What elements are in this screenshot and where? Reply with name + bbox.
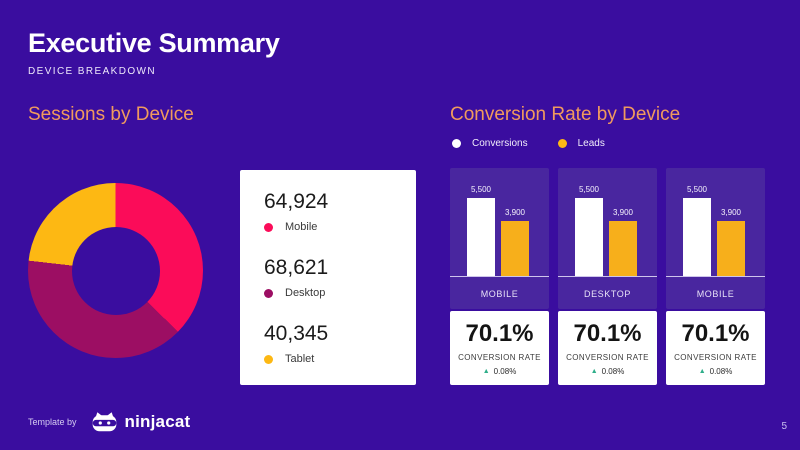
conversion-rate-value: 70.1% — [573, 320, 642, 347]
device-label: DESKTOP — [583, 289, 632, 299]
conversion-card-chart: 5,500 3,900 MOBILE — [450, 168, 549, 309]
bar-value-label: 5,500 — [470, 185, 492, 194]
stat-value: 64,924 — [264, 190, 329, 213]
conversion-rate-label: CONVERSION RATE — [566, 353, 649, 362]
brand-name: ninjacat — [124, 412, 191, 431]
conversions-bar — [467, 198, 495, 276]
delta-value: 0.08% — [493, 367, 517, 376]
legend-block-tablet: 40,345 Tablet — [264, 322, 392, 365]
stat-label: Desktop — [285, 287, 326, 299]
bar-value-label: 3,900 — [612, 208, 634, 217]
mobile-dot-icon — [264, 222, 273, 232]
page-title: Executive Summary — [28, 28, 280, 58]
device-label: MOBILE — [480, 289, 519, 299]
leads-bar — [717, 221, 745, 276]
conversion-card-chart: 5,500 3,900 DESKTOP — [558, 168, 657, 309]
footer: Template by ninjacat — [28, 411, 190, 433]
ninjacat-icon — [92, 412, 116, 432]
page-number: 5 — [781, 421, 787, 432]
leads-bar — [609, 221, 637, 276]
conversion-card-chart: 5,500 3,900 MOBILE — [666, 168, 765, 309]
desktop-dot-icon — [264, 288, 273, 298]
conversion-legend: Conversions Leads — [452, 138, 605, 149]
conversion-cards: 5,500 3,900 MOBILE 70.1% CONVERSION RATE… — [450, 168, 765, 385]
delta-up-icon: ▲ — [482, 368, 490, 375]
sessions-donut-chart — [28, 183, 203, 358]
conversion-card-mobile-2: 5,500 3,900 MOBILE 70.1% CONVERSION RATE… — [666, 168, 765, 385]
axis-baseline — [450, 276, 549, 277]
bar-value-label: 3,900 — [720, 208, 742, 217]
conversion-stat-panel: 70.1% CONVERSION RATE ▲ 0.08% — [666, 311, 765, 385]
bar-value-label: 3,900 — [504, 208, 526, 217]
stat-label: Tablet — [285, 353, 315, 365]
conversion-rate-value: 70.1% — [681, 320, 750, 347]
bar-value-label: 5,500 — [686, 185, 708, 194]
header: Executive Summary DEVICE BREAKDOWN — [28, 28, 280, 77]
legend-item-conversions: Conversions — [452, 138, 528, 149]
donut-hole — [71, 226, 160, 315]
delta-value: 0.08% — [709, 367, 733, 376]
delta-value: 0.08% — [601, 367, 625, 376]
conversions-bar — [683, 198, 711, 276]
conversions-bar — [575, 198, 603, 276]
legend-item-leads: Leads — [557, 138, 605, 149]
conversion-card-mobile-1: 5,500 3,900 MOBILE 70.1% CONVERSION RATE… — [450, 168, 549, 385]
brand-logo: ninjacat — [91, 411, 191, 433]
conversion-rate-value: 70.1% — [465, 320, 534, 347]
axis-baseline — [558, 276, 657, 277]
leads-dot-icon — [557, 139, 567, 148]
leads-bar — [501, 221, 529, 276]
template-by-label: Template by — [28, 417, 77, 427]
conversion-card-desktop: 5,500 3,900 DESKTOP 70.1% CONVERSION RAT… — [558, 168, 657, 385]
legend-block-mobile: 64,924 Mobile — [264, 190, 392, 233]
conversion-heading: Conversion Rate by Device — [450, 104, 681, 125]
sessions-legend-card: 64,924 Mobile 68,621 Desktop 40,345 Tabl… — [240, 170, 416, 385]
stat-value: 68,621 — [264, 256, 329, 279]
delta-up-icon: ▲ — [590, 368, 598, 375]
axis-baseline — [666, 276, 765, 277]
page-subtitle: DEVICE BREAKDOWN — [28, 66, 156, 77]
bar-value-label: 5,500 — [578, 185, 600, 194]
legend-block-desktop: 68,621 Desktop — [264, 256, 392, 299]
legend-label: Leads — [577, 138, 605, 149]
conversion-rate-label: CONVERSION RATE — [674, 353, 757, 362]
tablet-dot-icon — [264, 354, 273, 364]
conversion-rate-label: CONVERSION RATE — [458, 353, 541, 362]
sessions-heading: Sessions by Device — [28, 104, 194, 125]
conversions-dot-icon — [452, 139, 461, 148]
legend-label: Conversions — [472, 138, 528, 149]
stat-value: 40,345 — [264, 322, 329, 345]
delta-up-icon: ▲ — [698, 368, 706, 375]
conversion-stat-panel: 70.1% CONVERSION RATE ▲ 0.08% — [450, 311, 549, 385]
device-label: MOBILE — [696, 289, 735, 299]
stat-label: Mobile — [285, 221, 318, 233]
conversion-stat-panel: 70.1% CONVERSION RATE ▲ 0.08% — [558, 311, 657, 385]
